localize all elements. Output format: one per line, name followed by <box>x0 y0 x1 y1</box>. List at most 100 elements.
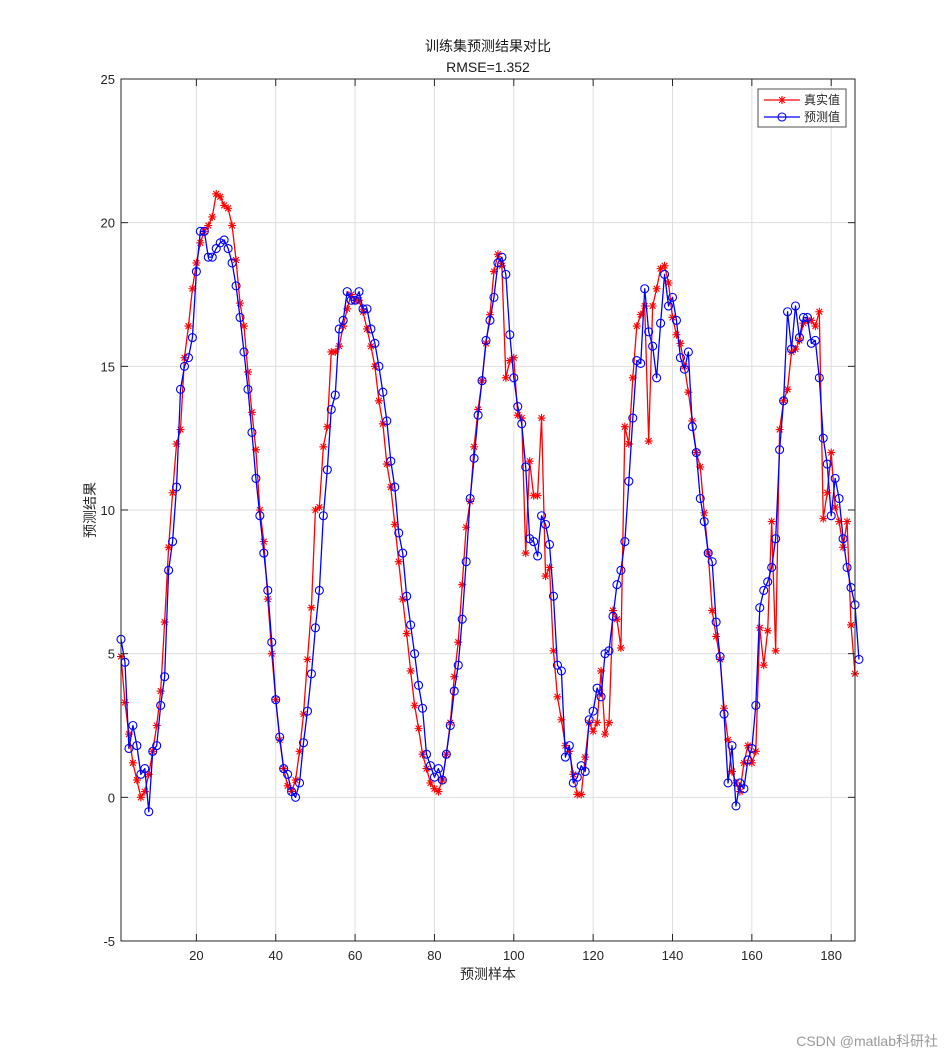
data-point-circle <box>739 784 749 794</box>
data-point-asterisk <box>378 419 387 428</box>
data-point-asterisk <box>307 603 316 612</box>
legend-box <box>757 88 847 128</box>
data-point-circle <box>660 269 670 279</box>
data-point-asterisk <box>501 373 510 382</box>
y-tick-label: 15 <box>101 359 115 374</box>
data-point-asterisk <box>390 520 399 529</box>
data-point-asterisk <box>303 655 312 664</box>
data-point-asterisk <box>807 316 816 325</box>
axis-ticks: 20 40 60 80 100 120 140 160 180 -5 0 5 10 15 20 25 <box>101 72 855 963</box>
data-point-circle <box>592 683 602 693</box>
data-point-circle <box>429 772 439 782</box>
legend-label-predicted: 预测值 <box>804 109 840 124</box>
data-point-circle <box>699 516 709 527</box>
data-point-asterisk <box>311 506 320 514</box>
data-point-circle <box>663 301 674 311</box>
data-point-circle <box>267 637 277 647</box>
data-point-circle <box>779 396 789 406</box>
data-point-circle <box>485 315 495 325</box>
data-point-circle <box>271 695 281 705</box>
data-point-asterisk <box>247 408 256 417</box>
data-point-asterisk <box>787 347 796 356</box>
data-point-asterisk <box>212 189 221 198</box>
data-point-asterisk <box>831 503 840 512</box>
data-point-asterisk <box>767 517 776 526</box>
data-point-circle <box>473 410 483 420</box>
series-line <box>120 230 860 813</box>
data-point-asterisk <box>497 261 506 270</box>
data-point-asterisk <box>799 319 808 328</box>
data-point-asterisk <box>462 523 471 532</box>
data-point-asterisk <box>664 279 673 288</box>
data-point-circle <box>164 565 174 575</box>
data-point-circle <box>616 565 626 575</box>
data-point-circle <box>477 376 487 386</box>
data-point-circle <box>556 666 566 676</box>
data-point-asterisk <box>648 301 657 310</box>
data-point-circle <box>354 287 364 297</box>
data-point-circle <box>191 266 201 277</box>
data-point-asterisk <box>243 368 252 377</box>
data-point-circle <box>283 769 293 779</box>
data-point-asterisk <box>398 595 407 604</box>
data-point-circle <box>687 422 697 432</box>
data-point-circle <box>227 258 237 268</box>
data-point-circle <box>461 557 471 567</box>
data-point-circle <box>406 620 416 630</box>
series-predicted <box>116 226 864 817</box>
data-point-asterisk <box>236 299 245 308</box>
data-point-circle <box>572 772 582 782</box>
data-point-asterisk <box>299 710 308 719</box>
data-point-circle <box>540 519 551 529</box>
data-point-asterisk <box>513 411 522 420</box>
data-point-circle <box>433 764 443 774</box>
data-point-asterisk <box>406 666 415 675</box>
data-point-circle <box>517 419 527 429</box>
data-point-asterisk <box>184 322 193 331</box>
data-point-asterisk <box>616 643 625 652</box>
data-point-asterisk <box>450 672 459 681</box>
data-point-asterisk <box>485 310 494 319</box>
data-point-circle <box>691 447 701 458</box>
data-point-circle <box>168 537 178 547</box>
data-point-asterisk <box>295 747 304 756</box>
data-point-circle <box>175 384 186 394</box>
data-point-asterisk <box>644 437 653 446</box>
data-point-asterisk <box>164 543 173 552</box>
data-point-circle <box>394 528 404 538</box>
data-point-asterisk <box>597 666 606 675</box>
data-point-circle <box>219 235 229 245</box>
data-series <box>116 189 864 817</box>
x-tick-label: 40 <box>269 948 283 963</box>
circle-marker-icon <box>777 112 787 122</box>
data-point-asterisk <box>347 290 356 299</box>
data-point-circle <box>322 465 332 475</box>
data-point-circle <box>410 649 420 659</box>
data-point-asterisk <box>132 776 141 785</box>
x-axis-label: 预测样本 <box>460 967 516 983</box>
data-point-circle <box>683 347 693 357</box>
data-point-asterisk <box>172 439 181 448</box>
data-point-asterisk <box>434 787 443 796</box>
data-point-asterisk <box>700 508 709 517</box>
data-point-asterisk <box>160 618 169 627</box>
x-tick-label: 140 <box>662 948 684 963</box>
data-point-circle <box>291 792 301 802</box>
data-point-asterisk <box>315 503 324 512</box>
data-point-circle <box>342 287 352 297</box>
data-point-asterisk <box>755 623 764 632</box>
asterisk-marker-icon <box>778 96 786 104</box>
data-point-asterisk <box>835 517 844 526</box>
data-point-asterisk <box>672 330 681 339</box>
data-point-circle <box>255 511 265 521</box>
data-point-circle <box>802 312 812 323</box>
data-point-asterisk <box>458 580 467 589</box>
data-point-asterisk <box>771 646 780 655</box>
data-point-asterisk <box>470 442 479 451</box>
data-point-circle <box>715 651 725 662</box>
data-point-circle <box>152 741 162 751</box>
data-point-circle <box>830 473 840 483</box>
data-point-asterisk <box>140 787 149 796</box>
data-point-circle <box>695 493 705 504</box>
data-point-asterisk <box>168 488 177 497</box>
